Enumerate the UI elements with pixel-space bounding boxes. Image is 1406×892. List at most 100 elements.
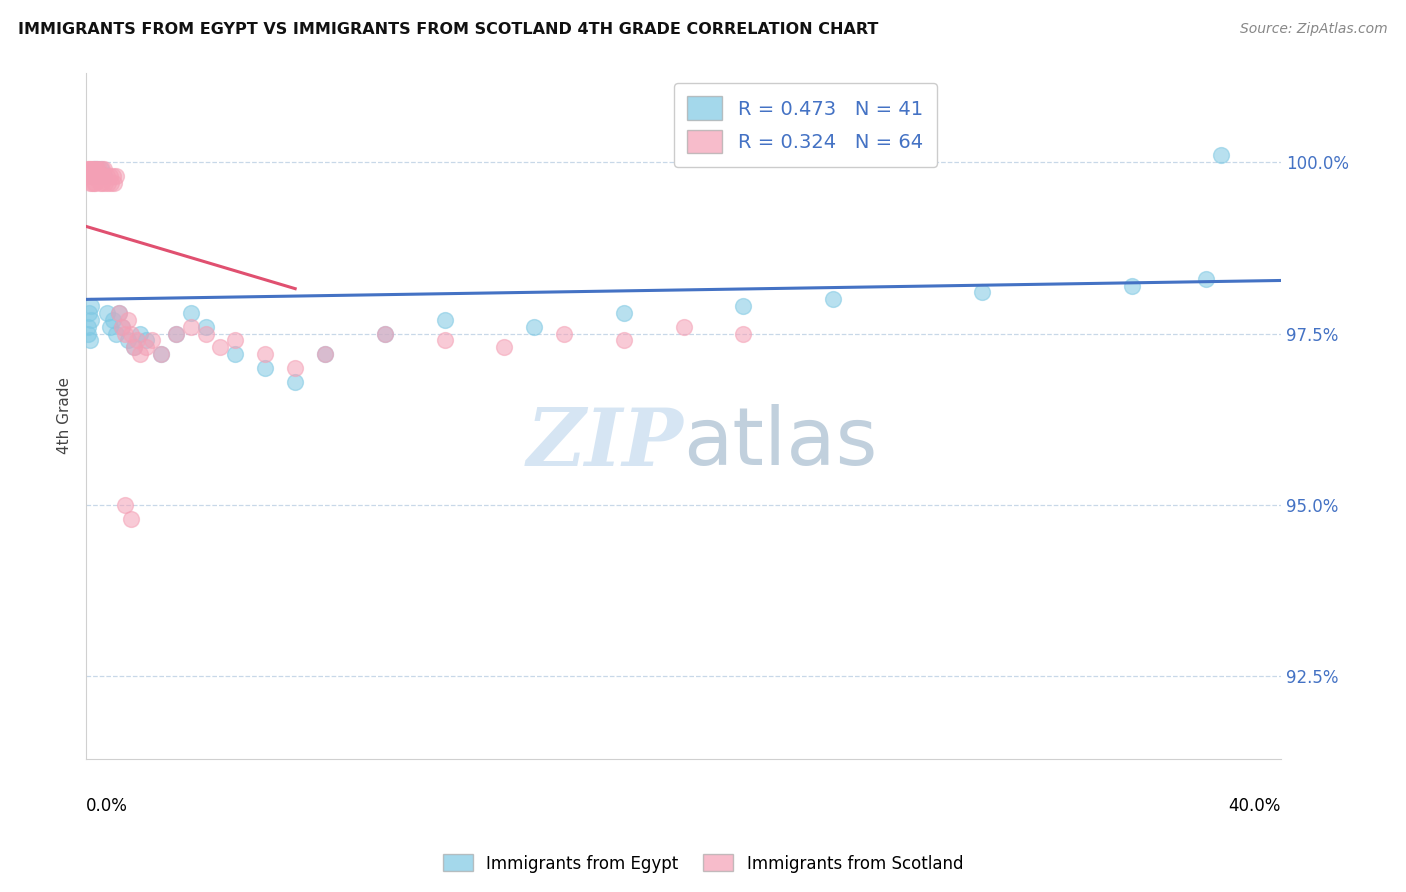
Point — [122, 340, 145, 354]
Point — [82, 169, 104, 183]
Point — [284, 375, 307, 389]
Point — [180, 306, 202, 320]
Point — [89, 169, 111, 183]
Point — [1121, 278, 1143, 293]
Point — [194, 319, 217, 334]
Point — [733, 299, 755, 313]
Point — [135, 340, 157, 354]
Point — [523, 319, 546, 334]
Point — [101, 169, 124, 183]
Point — [108, 306, 131, 320]
Point — [80, 313, 103, 327]
Point — [101, 313, 124, 327]
Point — [165, 326, 187, 341]
Point — [111, 319, 134, 334]
Point — [87, 161, 110, 176]
Point — [117, 313, 139, 327]
Point — [91, 176, 114, 190]
Point — [98, 169, 121, 183]
Point — [79, 176, 101, 190]
Point — [80, 169, 103, 183]
Point — [87, 169, 110, 183]
Point — [80, 161, 103, 176]
Point — [613, 334, 636, 348]
Point — [86, 161, 108, 176]
Point — [86, 161, 108, 176]
Point — [83, 161, 105, 176]
Point — [224, 334, 246, 348]
Point — [93, 169, 115, 183]
Text: ZIP: ZIP — [527, 405, 683, 482]
Point — [84, 176, 107, 190]
Y-axis label: 4th Grade: 4th Grade — [58, 377, 72, 454]
Point — [254, 347, 277, 361]
Point — [77, 169, 100, 183]
Point — [77, 161, 100, 176]
Point — [79, 299, 101, 313]
Point — [284, 360, 307, 375]
Point — [77, 169, 100, 183]
Point — [1195, 271, 1218, 285]
Point — [104, 169, 127, 183]
Point — [82, 161, 104, 176]
Point — [374, 326, 396, 341]
Legend: Immigrants from Egypt, Immigrants from Scotland: Immigrants from Egypt, Immigrants from S… — [436, 847, 970, 880]
Point — [80, 169, 103, 183]
Point — [79, 169, 101, 183]
Point — [90, 161, 112, 176]
Point — [96, 169, 118, 183]
Point — [613, 306, 636, 320]
Point — [314, 347, 336, 361]
Point — [104, 326, 127, 341]
Point — [114, 326, 136, 341]
Point — [83, 169, 105, 183]
Point — [80, 176, 103, 190]
Text: atlas: atlas — [683, 404, 877, 483]
Point — [254, 360, 277, 375]
Point — [224, 347, 246, 361]
Point — [821, 293, 844, 307]
Point — [149, 347, 172, 361]
Point — [79, 334, 101, 348]
Point — [94, 176, 117, 190]
Point — [76, 326, 98, 341]
Point — [128, 347, 150, 361]
Point — [314, 347, 336, 361]
Point — [111, 319, 134, 334]
Point — [100, 176, 122, 190]
Point — [93, 161, 115, 176]
Point — [77, 319, 100, 334]
Point — [84, 161, 107, 176]
Point — [733, 326, 755, 341]
Point — [149, 347, 172, 361]
Point — [125, 334, 148, 348]
Point — [108, 306, 131, 320]
Point — [120, 512, 142, 526]
Point — [117, 334, 139, 348]
Point — [83, 176, 105, 190]
Point — [128, 326, 150, 341]
Point — [433, 313, 456, 327]
Point — [141, 334, 163, 348]
Point — [114, 498, 136, 512]
Point — [194, 326, 217, 341]
Point — [90, 161, 112, 176]
Point — [433, 334, 456, 348]
Point — [97, 176, 120, 190]
Point — [93, 169, 115, 183]
Point — [90, 169, 112, 183]
Point — [103, 176, 125, 190]
Point — [135, 334, 157, 348]
Text: Source: ZipAtlas.com: Source: ZipAtlas.com — [1240, 22, 1388, 37]
Text: IMMIGRANTS FROM EGYPT VS IMMIGRANTS FROM SCOTLAND 4TH GRADE CORRELATION CHART: IMMIGRANTS FROM EGYPT VS IMMIGRANTS FROM… — [18, 22, 879, 37]
Legend: R = 0.473   N = 41, R = 0.324   N = 64: R = 0.473 N = 41, R = 0.324 N = 64 — [673, 83, 936, 167]
Point — [120, 326, 142, 341]
Point — [1211, 148, 1233, 162]
Point — [553, 326, 575, 341]
Text: 40.0%: 40.0% — [1229, 797, 1281, 814]
Point — [374, 326, 396, 341]
Point — [98, 319, 121, 334]
Point — [89, 176, 111, 190]
Point — [96, 306, 118, 320]
Point — [122, 340, 145, 354]
